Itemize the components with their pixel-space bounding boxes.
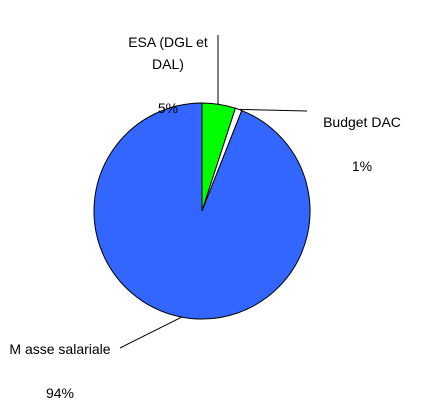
slice-label-budget-dac: Budget DAC 1% bbox=[306, 89, 418, 177]
leader-masse-salariale bbox=[119, 316, 182, 349]
slice-percent-budget-dac: 1% bbox=[351, 158, 373, 174]
leader-lines bbox=[119, 35, 308, 349]
pie-slice-2 bbox=[93, 102, 311, 320]
leader-esa bbox=[217, 35, 220, 105]
slice-percent-esa: 5% bbox=[157, 100, 179, 116]
slice-name-masse-salariale: M asse salariale bbox=[9, 341, 111, 357]
slice-percent-masse-salariale: 94% bbox=[45, 385, 75, 401]
slice-name-budget-dac: Budget DAC bbox=[323, 114, 401, 130]
slice-label-esa: ESA (DGL et DAL) 5% bbox=[98, 9, 238, 119]
slice-name-esa: ESA (DGL et DAL) bbox=[128, 34, 208, 72]
pie-slices bbox=[93, 102, 311, 320]
leader-budget-dac bbox=[238, 108, 308, 112]
pie-chart bbox=[93, 35, 311, 349]
slice-label-masse-salariale: M asse salariale 94% bbox=[0, 316, 120, 404]
